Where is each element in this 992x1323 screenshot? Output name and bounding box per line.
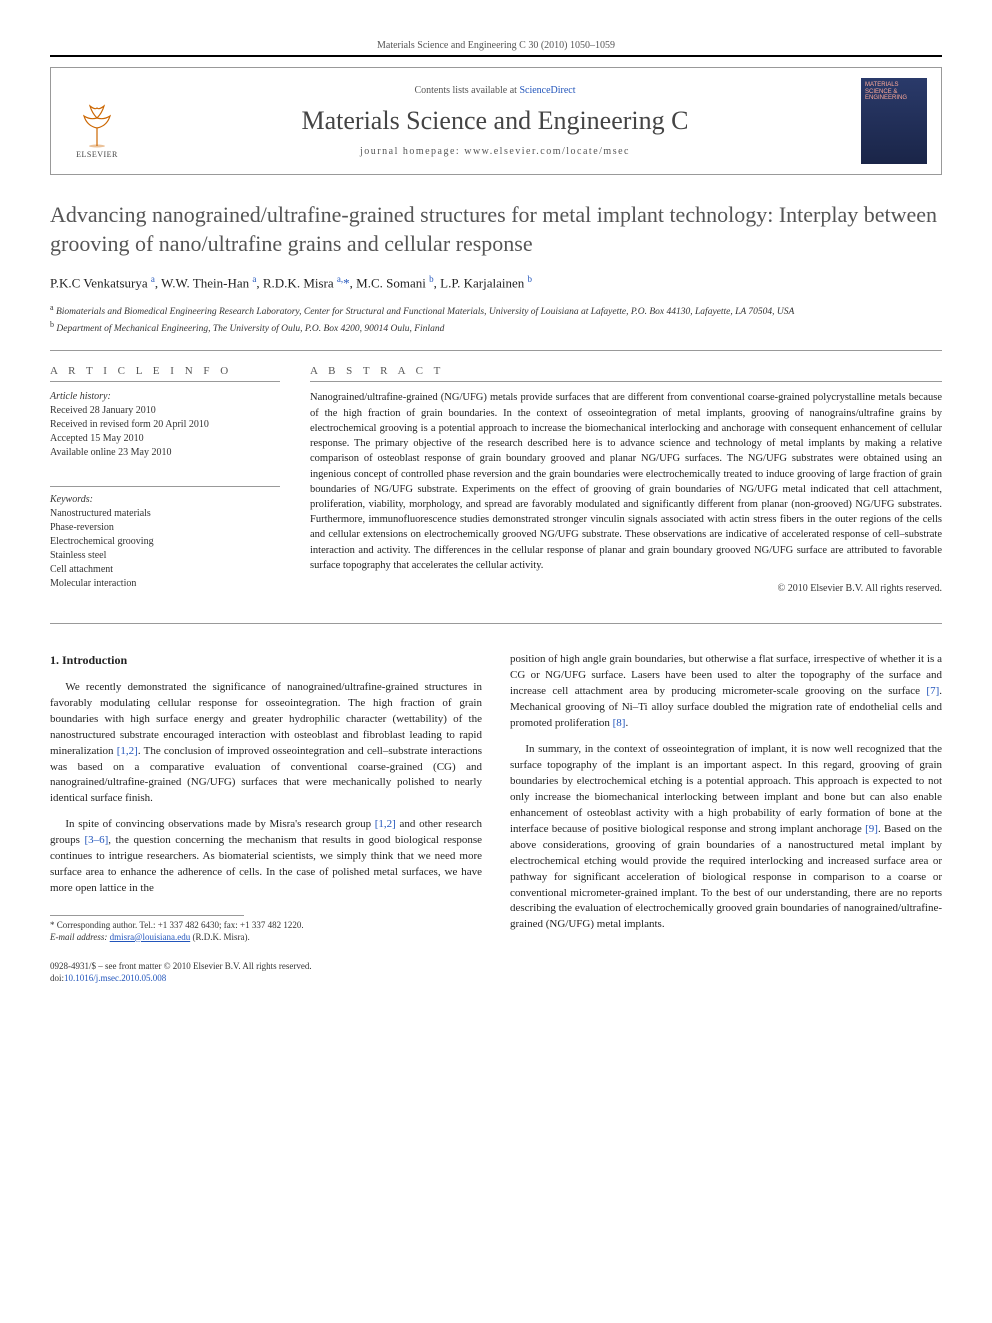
abstract-heading: A B S T R A C T: [310, 365, 942, 382]
issn-line: 0928-4931/$ – see front matter © 2010 El…: [50, 961, 482, 973]
article-info-heading: A R T I C L E I N F O: [50, 365, 280, 382]
history-line: Received in revised form 20 April 2010: [50, 418, 280, 432]
footnote-rule: [50, 915, 244, 916]
left-column: 1. Introduction We recently demonstrated…: [50, 652, 482, 984]
abstract-copyright: © 2010 Elsevier B.V. All rights reserved…: [310, 583, 942, 594]
email-suffix: (R.D.K. Misra).: [192, 932, 249, 942]
journal-title: Materials Science and Engineering C: [129, 106, 861, 136]
email-label: E-mail address:: [50, 932, 107, 942]
keyword: Cell attachment: [50, 563, 280, 577]
history-label: Article history:: [50, 390, 280, 404]
keyword: Stainless steel: [50, 549, 280, 563]
masthead-center: Contents lists available at ScienceDirec…: [129, 85, 861, 157]
keyword: Electrochemical grooving: [50, 535, 280, 549]
homepage-url: www.elsevier.com/locate/msec: [464, 146, 630, 157]
article-history: Article history: Received 28 January 201…: [50, 390, 280, 460]
keyword: Nanostructured materials: [50, 507, 280, 521]
affiliation-a: a Biomaterials and Biomedical Engineerin…: [50, 302, 942, 319]
publisher-name: ELSEVIER: [76, 150, 118, 159]
author-list: P.K.C Venkatsurya a, W.W. Thein-Han a, R…: [50, 274, 942, 291]
history-line: Received 28 January 2010: [50, 404, 280, 418]
affiliations: a Biomaterials and Biomedical Engineerin…: [50, 302, 942, 337]
corresponding-author-footnote: * Corresponding author. Tel.: +1 337 482…: [50, 920, 482, 943]
keywords-block: Keywords: Nanostructured materials Phase…: [50, 486, 280, 591]
history-line: Available online 23 May 2010: [50, 446, 280, 460]
keyword: Phase-reversion: [50, 521, 280, 535]
journal-cover-thumbnail: MATERIALS SCIENCE & ENGINEERING: [861, 78, 927, 164]
body-paragraph: In spite of convincing observations made…: [50, 817, 482, 897]
elsevier-tree-icon: [72, 98, 122, 148]
abstract-column: A B S T R A C T Nanograined/ultrafine-gr…: [310, 365, 942, 605]
right-column: position of high angle grain boundaries,…: [510, 652, 942, 984]
sciencedirect-link[interactable]: ScienceDirect: [519, 85, 575, 96]
corr-label: * Corresponding author.: [50, 920, 137, 930]
abstract-text: Nanograined/ultrafine-grained (NG/UFG) m…: [310, 390, 942, 573]
body-paragraph: position of high angle grain boundaries,…: [510, 652, 942, 732]
body-paragraph: In summary, in the context of osseointeg…: [510, 742, 942, 933]
keywords-label: Keywords:: [50, 493, 280, 507]
corr-tel: Tel.: +1 337 482 6430; fax: +1 337 482 1…: [139, 920, 303, 930]
cover-thumb-title: MATERIALS SCIENCE & ENGINEERING: [865, 82, 923, 102]
article-title: Advancing nanograined/ultrafine-grained …: [50, 201, 942, 258]
contents-available-line: Contents lists available at ScienceDirec…: [129, 85, 861, 96]
homepage-prefix: journal homepage:: [360, 146, 464, 157]
contents-prefix: Contents lists available at: [414, 85, 519, 96]
history-line: Accepted 15 May 2010: [50, 432, 280, 446]
keyword: Molecular interaction: [50, 577, 280, 591]
meta-abstract-block: A R T I C L E I N F O Article history: R…: [50, 351, 942, 624]
top-rule: [50, 55, 942, 57]
article-info-column: A R T I C L E I N F O Article history: R…: [50, 365, 280, 605]
body-two-column: 1. Introduction We recently demonstrated…: [50, 652, 942, 984]
journal-homepage-line: journal homepage: www.elsevier.com/locat…: [129, 146, 861, 157]
elsevier-logo: ELSEVIER: [65, 83, 129, 159]
doi-link[interactable]: 10.1016/j.msec.2010.05.008: [64, 973, 166, 983]
body-paragraph: We recently demonstrated the significanc…: [50, 680, 482, 808]
doi-prefix: doi:: [50, 973, 64, 983]
journal-masthead: ELSEVIER Contents lists available at Sci…: [50, 67, 942, 175]
page-footer: 0928-4931/$ – see front matter © 2010 El…: [50, 961, 482, 984]
corr-email-link[interactable]: dmisra@louisiana.edu: [110, 932, 191, 942]
running-head: Materials Science and Engineering C 30 (…: [50, 40, 942, 51]
section-heading-intro: 1. Introduction: [50, 652, 482, 669]
affiliation-b: b Department of Mechanical Engineering, …: [50, 319, 942, 336]
keywords-divider: [50, 474, 280, 478]
